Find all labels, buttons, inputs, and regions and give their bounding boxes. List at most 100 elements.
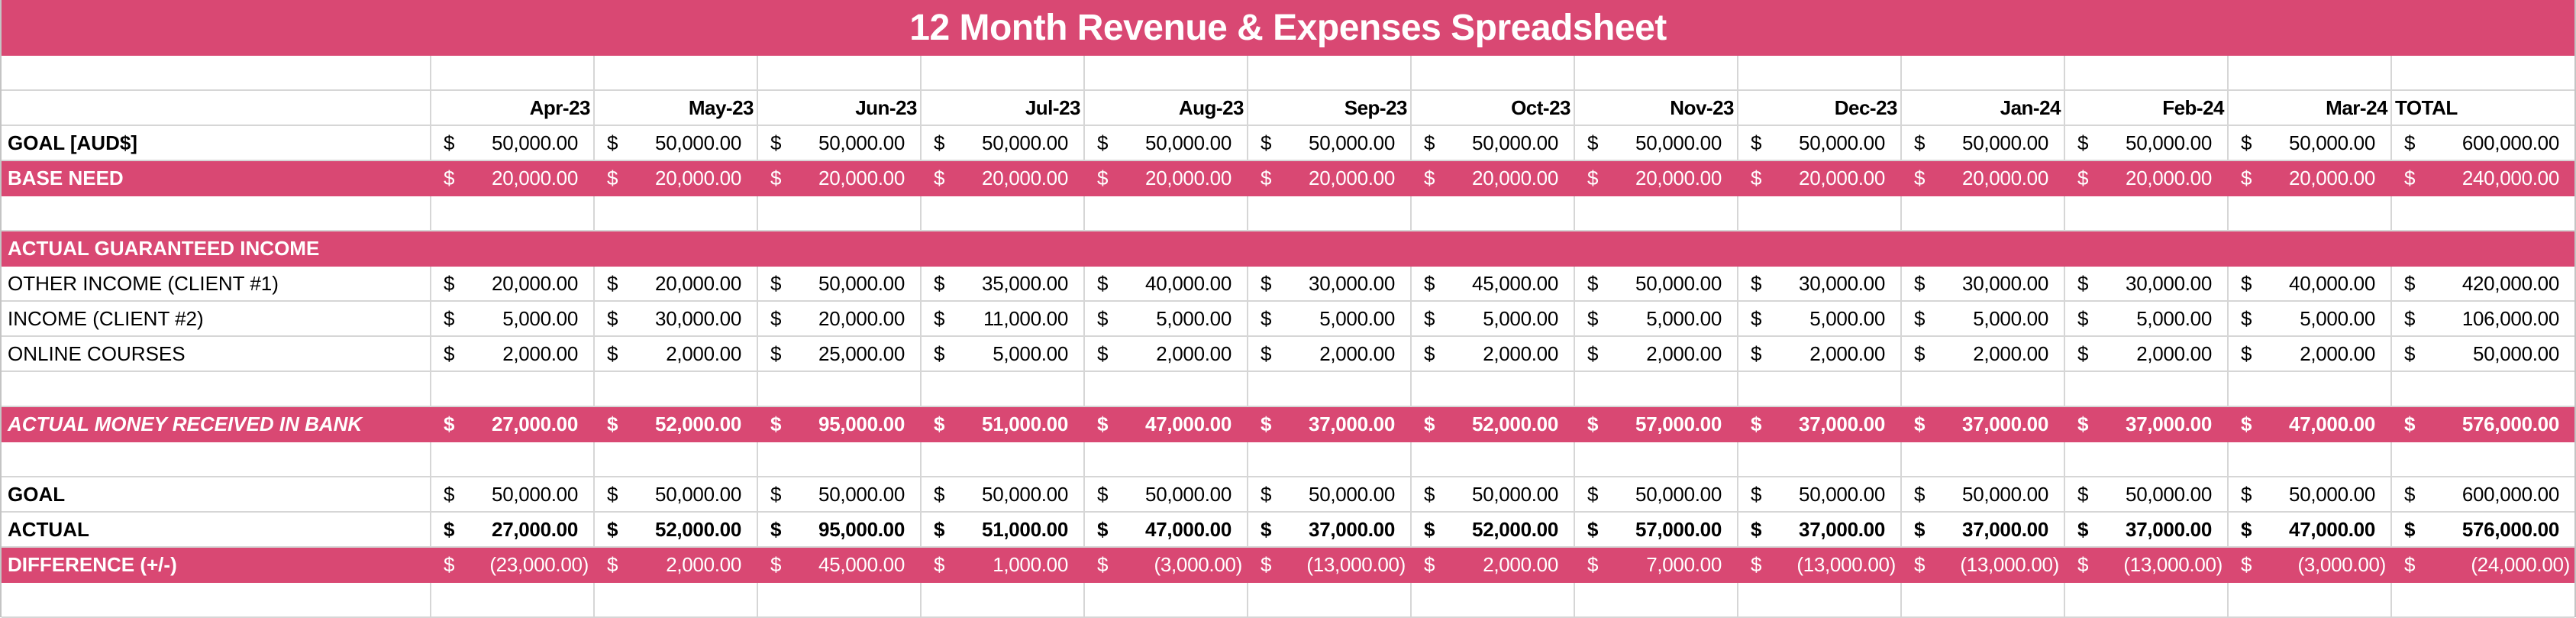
- empty-cell[interactable]: [1902, 372, 2065, 407]
- empty-cell[interactable]: [758, 56, 922, 91]
- empty-cell[interactable]: [2392, 372, 2574, 407]
- empty-cell[interactable]: [431, 583, 595, 618]
- value-cell-mar-24[interactable]: $47,000.00: [2229, 513, 2392, 548]
- month-header[interactable]: Aug-23: [1085, 91, 1248, 126]
- empty-cell[interactable]: [2065, 372, 2229, 407]
- value-cell-oct-23[interactable]: $45,000.00: [1412, 267, 1575, 302]
- empty-cell[interactable]: [1738, 372, 1902, 407]
- value-cell-may-23[interactable]: $52,000.00: [595, 407, 758, 442]
- value-cell-feb-24[interactable]: $ (13,000.00): [2065, 548, 2229, 583]
- empty-cell[interactable]: [2, 196, 431, 231]
- value-cell-nov-23[interactable]: $57,000.00: [1575, 513, 1738, 548]
- value-cell-apr-23[interactable]: $ (23,000.00): [431, 548, 595, 583]
- month-header[interactable]: Apr-23: [431, 91, 595, 126]
- empty-cell[interactable]: [595, 372, 758, 407]
- value-cell-jan-24[interactable]: $5,000.00: [1902, 302, 2065, 337]
- total-cell[interactable]: $576,000.00: [2392, 407, 2574, 442]
- month-header[interactable]: Dec-23: [1738, 91, 1902, 126]
- value-cell-jun-23[interactable]: $50,000.00: [758, 267, 922, 302]
- empty-cell[interactable]: [758, 196, 922, 231]
- value-cell-jul-23[interactable]: $50,000.00: [922, 477, 1085, 513]
- empty-cell[interactable]: [2065, 583, 2229, 618]
- value-cell-dec-23[interactable]: $37,000.00: [1738, 407, 1902, 442]
- value-cell-feb-24[interactable]: $2,000.00: [2065, 337, 2229, 372]
- empty-cell[interactable]: [922, 442, 1085, 477]
- empty-cell[interactable]: [922, 56, 1085, 91]
- value-cell-oct-23[interactable]: $52,000.00: [1412, 513, 1575, 548]
- total-cell[interactable]: $50,000.00: [2392, 337, 2574, 372]
- value-cell-feb-24[interactable]: $37,000.00: [2065, 513, 2229, 548]
- empty-cell[interactable]: [2392, 583, 2574, 618]
- empty-cell[interactable]: [1085, 442, 1248, 477]
- month-header[interactable]: Mar-24: [2229, 91, 2392, 126]
- row-label[interactable]: ACTUAL: [2, 513, 431, 548]
- month-header[interactable]: Jul-23: [922, 91, 1085, 126]
- empty-cell[interactable]: [1575, 442, 1738, 477]
- value-cell-may-23[interactable]: $50,000.00: [595, 126, 758, 161]
- empty-cell[interactable]: [758, 372, 922, 407]
- empty-cell[interactable]: [1412, 372, 1575, 407]
- value-cell-nov-23[interactable]: $57,000.00: [1575, 407, 1738, 442]
- value-cell-oct-23[interactable]: $52,000.00: [1412, 407, 1575, 442]
- value-cell-jun-23[interactable]: $95,000.00: [758, 513, 922, 548]
- empty-cell[interactable]: [2229, 583, 2392, 618]
- empty-cell[interactable]: [431, 56, 595, 91]
- empty-cell[interactable]: [922, 583, 1085, 618]
- row-label[interactable]: DIFFERENCE (+/-): [2, 548, 431, 583]
- header-corner[interactable]: [2, 91, 431, 126]
- value-cell-feb-24[interactable]: $30,000.00: [2065, 267, 2229, 302]
- section-heading[interactable]: ACTUAL GUARANTEED INCOME: [2, 231, 2574, 267]
- value-cell-jan-24[interactable]: $37,000.00: [1902, 407, 2065, 442]
- month-header[interactable]: Sep-23: [1248, 91, 1412, 126]
- empty-cell[interactable]: [595, 442, 758, 477]
- empty-cell[interactable]: [1575, 56, 1738, 91]
- total-cell[interactable]: $420,000.00: [2392, 267, 2574, 302]
- value-cell-aug-23[interactable]: $2,000.00: [1085, 337, 1248, 372]
- row-label[interactable]: ACTUAL MONEY RECEIVED IN BANK: [2, 407, 431, 442]
- value-cell-sep-23[interactable]: $2,000.00: [1248, 337, 1412, 372]
- sheet-title[interactable]: 12 Month Revenue & Expenses Spreadsheet: [2, 0, 2574, 56]
- value-cell-sep-23[interactable]: $5,000.00: [1248, 302, 1412, 337]
- value-cell-aug-23[interactable]: $40,000.00: [1085, 267, 1248, 302]
- value-cell-nov-23[interactable]: $2,000.00: [1575, 337, 1738, 372]
- value-cell-apr-23[interactable]: $27,000.00: [431, 407, 595, 442]
- empty-cell[interactable]: [922, 372, 1085, 407]
- value-cell-jun-23[interactable]: $20,000.00: [758, 161, 922, 196]
- empty-cell[interactable]: [1085, 56, 1248, 91]
- value-cell-aug-23[interactable]: $50,000.00: [1085, 126, 1248, 161]
- empty-cell[interactable]: [1412, 56, 1575, 91]
- value-cell-may-23[interactable]: $2,000.00: [595, 337, 758, 372]
- value-cell-jan-24[interactable]: $30,000.00: [1902, 267, 2065, 302]
- value-cell-sep-23[interactable]: $30,000.00: [1248, 267, 1412, 302]
- empty-cell[interactable]: [1575, 196, 1738, 231]
- empty-cell[interactable]: [1738, 442, 1902, 477]
- value-cell-jul-23[interactable]: $5,000.00: [922, 337, 1085, 372]
- value-cell-nov-23[interactable]: $50,000.00: [1575, 477, 1738, 513]
- value-cell-mar-24[interactable]: $50,000.00: [2229, 477, 2392, 513]
- empty-cell[interactable]: [2, 583, 431, 618]
- value-cell-jul-23[interactable]: $51,000.00: [922, 407, 1085, 442]
- value-cell-aug-23[interactable]: $20,000.00: [1085, 161, 1248, 196]
- empty-cell[interactable]: [431, 442, 595, 477]
- value-cell-jul-23[interactable]: $1,000.00: [922, 548, 1085, 583]
- empty-cell[interactable]: [1738, 583, 1902, 618]
- empty-cell[interactable]: [1085, 583, 1248, 618]
- value-cell-may-23[interactable]: $52,000.00: [595, 513, 758, 548]
- value-cell-sep-23[interactable]: $50,000.00: [1248, 477, 1412, 513]
- value-cell-may-23[interactable]: $20,000.00: [595, 267, 758, 302]
- value-cell-jan-24[interactable]: $ (13,000.00): [1902, 548, 2065, 583]
- value-cell-mar-24[interactable]: $5,000.00: [2229, 302, 2392, 337]
- value-cell-apr-23[interactable]: $5,000.00: [431, 302, 595, 337]
- empty-cell[interactable]: [431, 196, 595, 231]
- value-cell-apr-23[interactable]: $50,000.00: [431, 477, 595, 513]
- empty-cell[interactable]: [1412, 583, 1575, 618]
- total-cell[interactable]: $600,000.00: [2392, 126, 2574, 161]
- value-cell-aug-23[interactable]: $5,000.00: [1085, 302, 1248, 337]
- empty-cell[interactable]: [1575, 583, 1738, 618]
- empty-cell[interactable]: [1085, 372, 1248, 407]
- row-label[interactable]: GOAL [AUD$]: [2, 126, 431, 161]
- empty-cell[interactable]: [2392, 56, 2574, 91]
- value-cell-jun-23[interactable]: $95,000.00: [758, 407, 922, 442]
- value-cell-feb-24[interactable]: $50,000.00: [2065, 477, 2229, 513]
- month-header[interactable]: Jun-23: [758, 91, 922, 126]
